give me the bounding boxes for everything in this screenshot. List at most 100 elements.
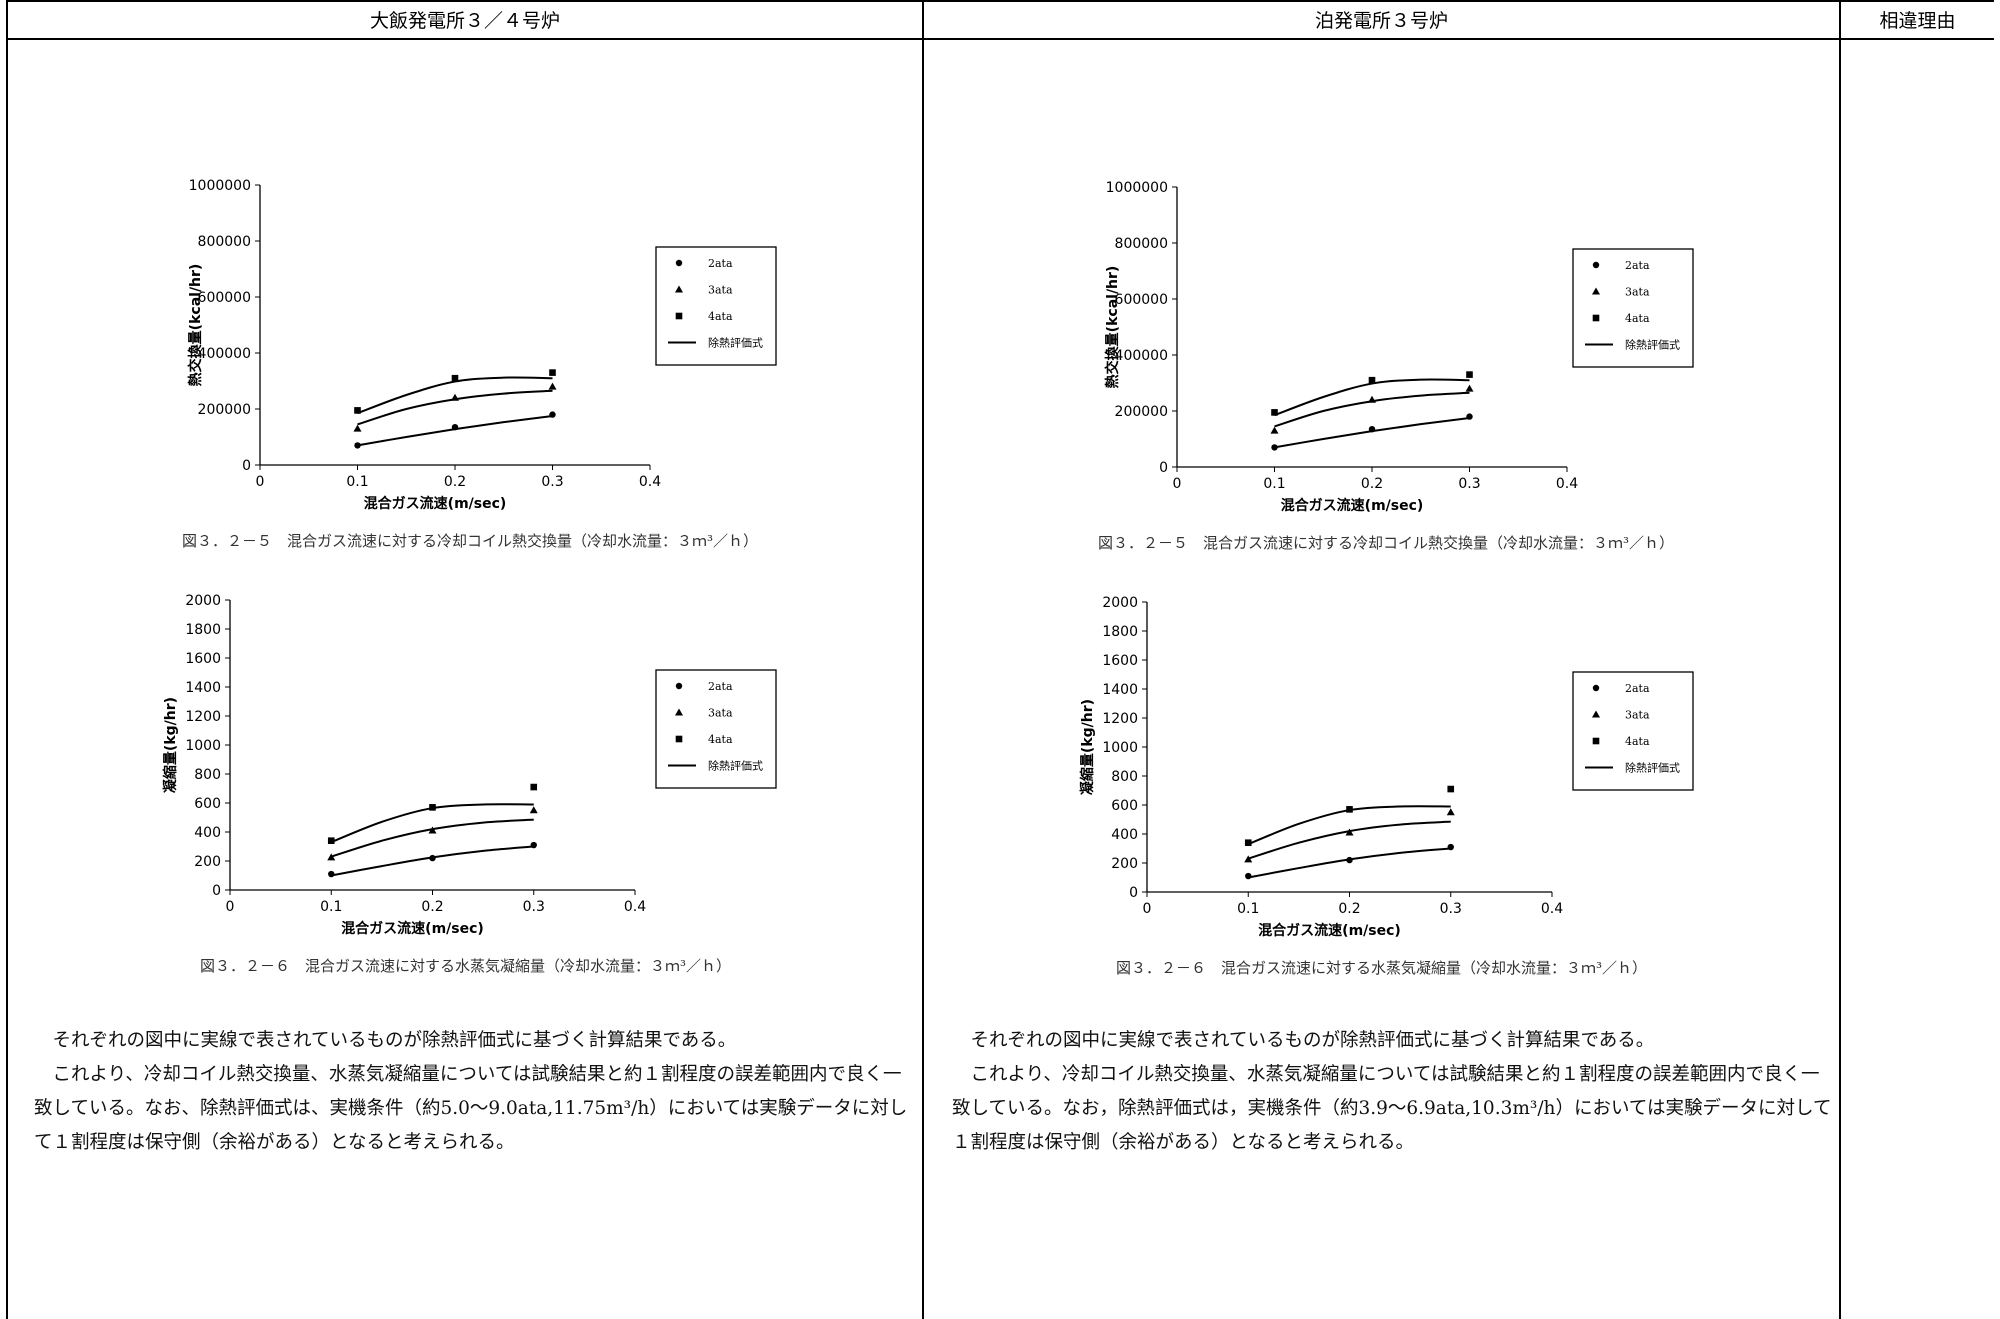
legend-marker-square bbox=[675, 735, 683, 743]
data-point-2ata bbox=[1447, 843, 1454, 851]
y-tick-label: 1200 bbox=[185, 709, 221, 725]
paragraph-1-right: それぞれの図中に実線で表されているものが除熱評価式に基づく計算結果である。 bbox=[970, 1030, 1655, 1051]
y-tick-label: 400000 bbox=[1115, 348, 1168, 364]
y-tick-label: 400000 bbox=[198, 346, 251, 362]
legend-marker-circle bbox=[675, 682, 683, 690]
data-point-3ata bbox=[428, 826, 437, 834]
y-tick-label: 2000 bbox=[1102, 595, 1138, 611]
model-curve bbox=[1274, 417, 1470, 449]
y-tick-label: 400 bbox=[1111, 827, 1138, 843]
x-tick-label: 0.1 bbox=[320, 899, 342, 915]
data-point-3ata bbox=[1270, 426, 1279, 434]
data-point-4ata bbox=[1368, 376, 1376, 384]
y-tick-label: 1800 bbox=[185, 622, 221, 638]
legend-marker-circle bbox=[675, 259, 683, 267]
x-tick-label: 0 bbox=[1173, 476, 1182, 492]
model-curve bbox=[330, 818, 534, 858]
y-tick-label: 600 bbox=[194, 796, 221, 812]
legend-marker-triangle bbox=[1592, 710, 1600, 718]
data-point-3ata bbox=[451, 393, 459, 401]
y-tick-label: 400 bbox=[194, 825, 221, 841]
heat-exchange-chart-left: 0 200000 400000 600000 800000 1000000 0 0.1 0.2 0… bbox=[187, 178, 777, 512]
y-tick-label: 2000 bbox=[185, 593, 221, 609]
y-tick-label: 1000 bbox=[1102, 740, 1138, 756]
legend-marker-triangle bbox=[675, 708, 683, 716]
x-axis-label: 混合ガス流速(m/sec) bbox=[1281, 497, 1424, 514]
data-point-3ata bbox=[1244, 855, 1253, 863]
y-tick-label: 600000 bbox=[198, 290, 251, 306]
legend-label: 3ata bbox=[1625, 709, 1650, 722]
legend-label: 3ata bbox=[708, 707, 733, 720]
header-reason: 相違理由 bbox=[1879, 10, 1956, 32]
y-tick-label: 1600 bbox=[1102, 653, 1138, 669]
data-point-3ata bbox=[1465, 384, 1474, 392]
data-point-4ata bbox=[451, 374, 459, 382]
legend bbox=[1572, 671, 1694, 791]
x-tick-label: 0 bbox=[256, 474, 265, 490]
data-point-2ata bbox=[1271, 444, 1278, 451]
data-point-4ata bbox=[549, 369, 556, 376]
heat-exchange-chart-right: 0 200000 400000 600000 800000 1000000 0 0.1 0.2 0… bbox=[1104, 180, 1694, 514]
data-point-4ata bbox=[354, 407, 361, 414]
data-point-4ata bbox=[1244, 839, 1252, 846]
legend-marker-triangle bbox=[1592, 287, 1600, 295]
y-tick-label: 0 bbox=[1159, 460, 1168, 476]
model-curve bbox=[357, 415, 553, 447]
x-tick-label: 0 bbox=[226, 899, 235, 915]
y-tick-label: 1600 bbox=[185, 651, 221, 667]
y-tick-label: 800 bbox=[1111, 769, 1138, 785]
y-tick-label: 1200 bbox=[1102, 711, 1138, 727]
y-tick-label: 600000 bbox=[1115, 292, 1168, 308]
x-tick-label: 0.3 bbox=[523, 899, 545, 915]
legend-marker-circle bbox=[1592, 684, 1600, 692]
model-curve bbox=[357, 376, 553, 415]
condensation-chart-left: 0 200 400 600 800 1000 1200 1400 1600 1800 2000 0 0.… bbox=[162, 593, 777, 937]
x-tick-label: 0.2 bbox=[421, 899, 443, 915]
x-tick-label: 0.4 bbox=[1556, 476, 1578, 492]
x-tick-label: 0.1 bbox=[1237, 901, 1259, 917]
data-point-2ata bbox=[354, 442, 361, 449]
legend-label: 除熱評価式 bbox=[1625, 338, 1680, 352]
caption-heat-exchange-right: 図３．２－５ 混合ガス流速に対する冷却コイル熱交換量（冷却水流量：３ｍ³／ｈ） bbox=[1098, 534, 1675, 552]
y-tick-label: 200 bbox=[194, 854, 221, 870]
x-axis-label: 混合ガス流速(m/sec) bbox=[364, 495, 507, 512]
column-divider-1 bbox=[922, 0, 924, 1319]
x-tick-label: 0.2 bbox=[444, 474, 466, 490]
y-axis-label: 凝縮量(kg/hr) bbox=[1079, 699, 1096, 795]
header-tomari: 泊発電所３号炉 bbox=[1314, 10, 1448, 32]
data-point-2ata bbox=[328, 870, 335, 878]
caption-condensation-left: 図３．２－６ 混合ガス流速に対する水蒸気凝縮量（冷却水流量：３ｍ³／ｈ） bbox=[200, 957, 732, 975]
data-point-2ata bbox=[1368, 426, 1376, 433]
y-axis-label: 熱交換量(kcal/hr) bbox=[187, 264, 204, 387]
y-tick-label: 1800 bbox=[1102, 624, 1138, 640]
y-axis-label: 熱交換量(kcal/hr) bbox=[1104, 266, 1121, 389]
data-point-4ata bbox=[1447, 785, 1455, 793]
x-tick-label: 0.4 bbox=[624, 899, 646, 915]
legend-label: 3ata bbox=[708, 284, 733, 297]
y-tick-label: 600 bbox=[1111, 798, 1138, 814]
data-point-4ata bbox=[530, 783, 538, 791]
header-ohi: 大飯発電所３／４号炉 bbox=[369, 10, 560, 32]
y-tick-label: 0 bbox=[1129, 885, 1138, 901]
data-point-3ata bbox=[1446, 808, 1455, 816]
legend-label: 4ata bbox=[1625, 735, 1650, 748]
x-tick-label: 0.3 bbox=[1458, 476, 1480, 492]
x-axis-label: 混合ガス流速(m/sec) bbox=[1258, 922, 1401, 939]
y-tick-label: 0 bbox=[242, 458, 251, 474]
y-tick-label: 200 bbox=[1111, 856, 1138, 872]
data-point-3ata bbox=[548, 382, 557, 390]
y-tick-label: 800000 bbox=[198, 234, 251, 250]
x-tick-label: 0.3 bbox=[1440, 901, 1462, 917]
legend-label: 2ata bbox=[708, 257, 733, 270]
column-divider-2 bbox=[1839, 0, 1841, 1319]
data-point-3ata bbox=[1368, 395, 1376, 403]
data-point-4ata bbox=[327, 837, 335, 844]
condensation-chart-right: 0 200 400 600 800 1000 1200 1400 1600 1800 2000 0 0.… bbox=[1079, 595, 1694, 939]
x-tick-label: 0.4 bbox=[1541, 901, 1563, 917]
y-axis-label: 凝縮量(kg/hr) bbox=[162, 697, 179, 793]
x-tick-label: 0 bbox=[1143, 901, 1152, 917]
y-tick-label: 200000 bbox=[198, 402, 251, 418]
x-tick-label: 0.1 bbox=[1263, 476, 1285, 492]
data-point-3ata bbox=[1345, 828, 1354, 836]
data-point-3ata bbox=[529, 806, 538, 814]
